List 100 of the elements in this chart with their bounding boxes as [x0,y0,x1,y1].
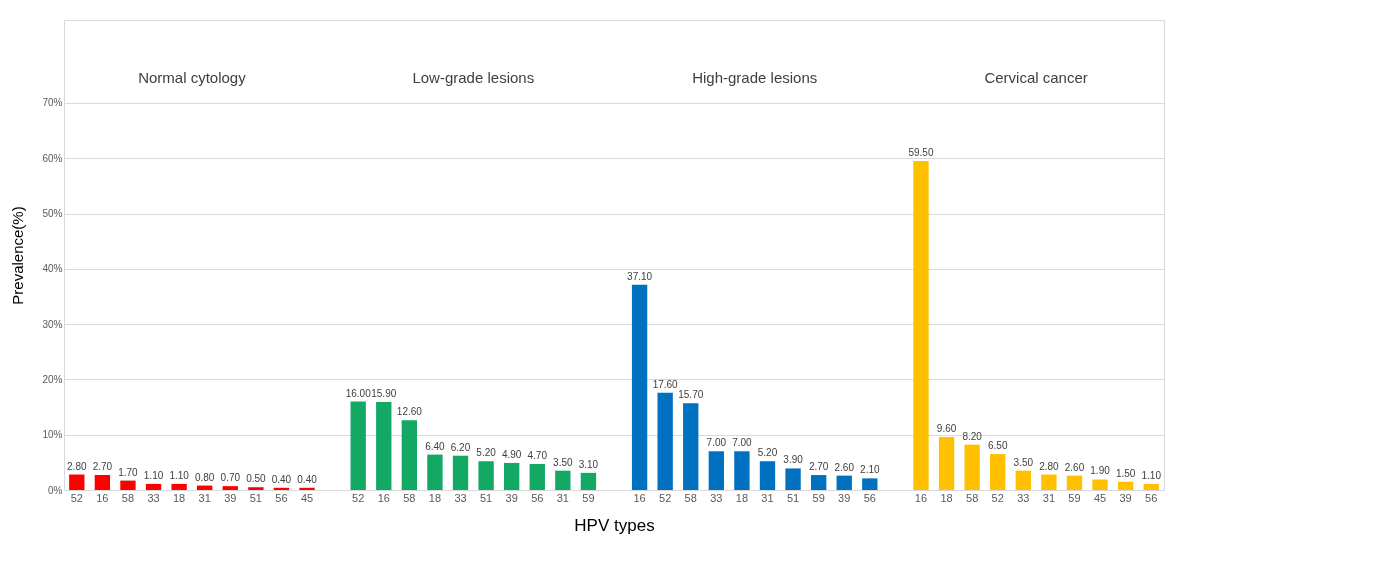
data-label: 6.40 [425,440,446,452]
x-tick-label: 33 [454,491,467,504]
y-tick-label: 40% [42,263,63,275]
annotation: Normal cytology [138,69,247,86]
y-tick-label: 70% [42,97,63,109]
bar [1015,470,1031,490]
data-label: 7.00 [706,437,727,449]
bar [1092,479,1108,490]
data-label: 8.20 [962,430,983,442]
bar [1041,474,1057,490]
x-tick-label: 51 [479,491,493,504]
x-tick-label: 18 [735,491,749,504]
data-label: 3.90 [783,454,804,466]
data-label: 5.20 [476,447,497,459]
x-tick-label: 58 [403,491,416,504]
x-tick-label: 58 [121,491,135,504]
data-label: 16.00 [345,387,372,399]
data-label: 12.60 [396,406,423,418]
x-tick-label: 56 [863,491,876,504]
bar [964,444,980,490]
bar [299,487,315,490]
x-tick-label: 16 [633,491,646,504]
x-tick-label: 31 [556,491,569,504]
bar [631,284,648,490]
bar [657,392,673,490]
data-label: 1.10 [169,469,190,481]
bar [222,486,238,490]
bar [350,401,366,490]
x-tick-label: 56 [275,491,288,504]
bar [1143,483,1159,490]
bar [1117,481,1134,490]
data-label: 1.10 [1141,469,1162,481]
bar [94,475,111,490]
data-label: 3.10 [578,458,599,470]
data-label: 59.50 [908,147,934,158]
data-label: 6.20 [450,441,471,453]
bar [1066,475,1083,490]
data-label: 4.70 [527,450,548,462]
data-label: 1.70 [118,466,139,478]
data-label: 1.50 [1115,467,1136,479]
bar [555,470,571,490]
x-tick-label: 31 [761,491,774,504]
data-label: 3.50 [1013,456,1034,468]
x-tick-label: 51 [249,491,262,504]
x-tick-label: 52 [352,491,365,504]
x-tick-label: 59 [582,491,595,504]
data-label: 0.80 [194,471,215,483]
x-tick-label: 18 [428,491,442,504]
y-axis-title: Prevalence(%) [9,206,27,305]
x-tick-label: 52 [659,491,672,504]
x-tick-label: 45 [300,491,314,504]
y-tick-label: 10% [42,429,63,441]
data-label: 1.90 [1090,465,1111,477]
x-tick-label: 59 [812,491,825,504]
data-label: 6.50 [987,440,1008,452]
bar [69,474,85,490]
x-tick-label: 56 [1145,491,1158,504]
bar [145,483,162,490]
y-tick-label: 0% [48,484,63,496]
bar [759,461,776,490]
data-label: 2.70 [808,461,829,473]
bar [504,462,520,490]
data-label: 4.90 [501,448,522,460]
bar [734,451,750,490]
bar [580,472,597,490]
bar [401,420,418,490]
data-label: 5.20 [757,447,778,459]
data-label: 15.90 [371,388,397,400]
bar [810,475,827,490]
x-tick-label: 16 [96,491,109,504]
x-tick-label: 33 [710,491,723,504]
x-tick-label: 58 [684,491,697,504]
bar [836,475,852,490]
x-tick-label: 16 [377,491,390,504]
data-label: 3.50 [553,456,573,468]
x-tick-label: 39 [838,491,851,504]
x-tick-label: 52 [991,491,1004,504]
x-tick-label: 45 [1093,491,1107,504]
bar [938,436,955,490]
y-tick-label: 50% [42,208,63,220]
data-label: 17.60 [652,378,679,390]
annotation: High-grade lesions [692,69,818,86]
y-tick-label: 30% [42,318,63,330]
bar [785,468,801,490]
x-tick-label: 31 [1042,491,1056,504]
x-tick-label: 59 [1068,491,1081,504]
data-label: 0.50 [246,473,267,485]
x-tick-label: 18 [172,491,186,504]
x-tick-label: 33 [147,491,160,504]
bar [478,461,494,490]
data-label: 2.10 [860,464,880,476]
x-tick-label: 39 [505,491,518,504]
x-tick-label: 52 [70,491,83,504]
bar [529,464,545,490]
bar [120,480,136,490]
data-label: 2.80 [1039,460,1060,472]
data-label: 2.80 [67,460,87,472]
x-tick-label: 33 [1017,491,1030,504]
bar [862,478,878,490]
x-tick-label: 31 [198,491,211,504]
